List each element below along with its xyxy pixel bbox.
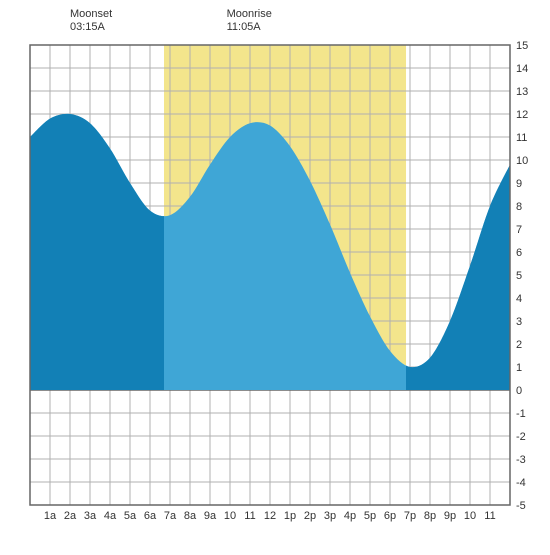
moonrise-label: Moonrise (227, 8, 272, 21)
y-tick-label: 2 (516, 339, 522, 351)
y-tick-label: 3 (516, 316, 522, 328)
x-tick-label: 11 (244, 510, 255, 522)
y-tick-label: 14 (516, 63, 528, 75)
x-tick-label: 1a (44, 510, 57, 522)
y-tick-label: 12 (516, 109, 528, 121)
x-tick-label: 3a (84, 510, 97, 522)
y-tick-label: 11 (516, 132, 527, 144)
x-tick-label: 6p (384, 510, 396, 522)
y-tick-label: -5 (516, 500, 526, 512)
y-tick-label: 8 (516, 201, 522, 213)
moonset-annotation: Moonset 03:15A (70, 8, 112, 34)
x-tick-label: 3p (324, 510, 336, 522)
moonrise-annotation: Moonrise 11:05A (227, 8, 272, 34)
x-tick-label: 2a (64, 510, 77, 522)
x-tick-label: 10 (224, 510, 236, 522)
y-tick-label: -2 (516, 431, 526, 443)
x-tick-label: 5a (124, 510, 137, 522)
y-tick-label: -1 (516, 408, 526, 420)
y-tick-label: 10 (516, 155, 528, 167)
x-tick-label: 1p (284, 510, 296, 522)
x-tick-label: 11 (484, 510, 495, 522)
moonrise-time: 11:05A (227, 21, 272, 34)
x-tick-label: 10 (464, 510, 476, 522)
moonset-time: 03:15A (70, 21, 112, 34)
x-tick-label: 9p (444, 510, 456, 522)
y-tick-label: 6 (516, 247, 522, 259)
y-tick-label: 1 (516, 362, 522, 374)
moonset-label: Moonset (70, 8, 112, 21)
x-tick-label: 7a (164, 510, 177, 522)
x-tick-label: 5p (364, 510, 376, 522)
y-tick-label: -4 (516, 477, 526, 489)
y-tick-label: 9 (516, 178, 522, 190)
y-tick-label: -3 (516, 454, 526, 466)
y-tick-label: 15 (516, 40, 528, 52)
x-tick-label: 4a (104, 510, 117, 522)
x-tick-label: 7p (404, 510, 416, 522)
y-tick-label: 13 (516, 86, 528, 98)
x-tick-label: 8a (184, 510, 197, 522)
x-tick-label: 8p (424, 510, 436, 522)
x-tick-label: 4p (344, 510, 356, 522)
x-tick-label: 12 (264, 510, 276, 522)
x-tick-label: 9a (204, 510, 217, 522)
y-tick-label: 0 (516, 385, 522, 397)
x-tick-label: 2p (304, 510, 316, 522)
tide-chart: 1a2a3a4a5a6a7a8a9a1011121p2p3p4p5p6p7p8p… (0, 0, 550, 550)
y-tick-label: 7 (516, 224, 522, 236)
chart-svg: 1a2a3a4a5a6a7a8a9a1011121p2p3p4p5p6p7p8p… (0, 0, 550, 550)
x-tick-label: 6a (144, 510, 157, 522)
y-tick-label: 4 (516, 293, 522, 305)
y-tick-label: 5 (516, 270, 522, 282)
